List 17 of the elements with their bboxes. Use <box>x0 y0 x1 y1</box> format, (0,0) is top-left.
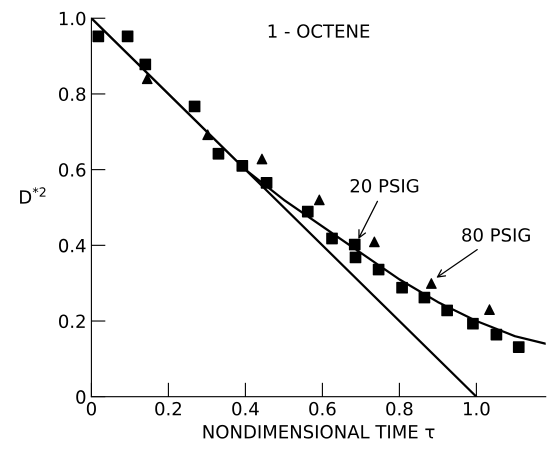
x-tick-label: 0.2 <box>155 402 181 416</box>
x-tick-label: 0.6 <box>309 402 336 416</box>
x-axis-title: NONDIMENSIONAL TIME τ <box>204 424 434 439</box>
x-tick-label: 0.8 <box>386 402 413 416</box>
annotation: 80 PSIG <box>462 228 530 242</box>
y-tick-label: 0.4 <box>59 238 86 252</box>
annotation: 20 PSIG <box>350 178 418 193</box>
chart-title: 1 - OCTENE <box>268 24 370 38</box>
y-tick-label: 1.0 <box>60 12 86 26</box>
y-tick-label: 0.8 <box>59 87 86 102</box>
x-tick-label: 0.4 <box>232 402 259 416</box>
x-tick-label: 1.0 <box>464 402 490 416</box>
y-axis-title: D$^{*2}$ <box>20 187 46 204</box>
y-tick-label: 0.6 <box>59 163 86 177</box>
x-tick-label: 0 <box>86 402 96 416</box>
y-tick-label: 0 <box>76 390 86 404</box>
y-tick-label: 0.2 <box>59 314 85 328</box>
